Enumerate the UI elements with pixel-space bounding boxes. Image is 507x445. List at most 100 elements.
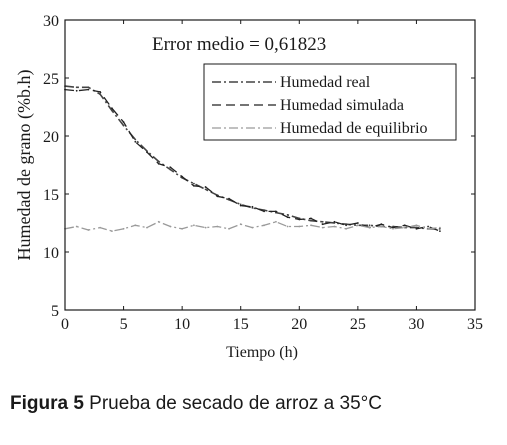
data-point [275, 210, 277, 213]
data-point [99, 91, 101, 93]
x-tick-label: 25 [350, 316, 366, 333]
data-point [263, 210, 265, 213]
data-point [286, 225, 289, 228]
legend-box [203, 63, 457, 141]
data-point [345, 224, 347, 227]
data-point [427, 225, 429, 228]
data-point [228, 227, 230, 230]
data-point [87, 88, 90, 91]
series-line [64, 88, 441, 232]
legend: Humedad real Humedad simulada Humedad de e… [203, 63, 457, 141]
data-point [275, 220, 277, 223]
data-point [181, 227, 184, 230]
data-point [204, 226, 207, 229]
series-line [64, 221, 440, 232]
data-point [134, 224, 137, 227]
data-point [357, 224, 359, 227]
x-tick-label: 20 [291, 316, 307, 333]
data-point [146, 226, 148, 229]
data-point [427, 227, 429, 230]
figure-caption: Figura 5 Prueba de secado de arroz a 35°… [10, 393, 382, 415]
data-point [169, 166, 172, 169]
data-point [368, 226, 371, 229]
series-3 [64, 220, 441, 233]
caption-label: Figura 5 [10, 393, 84, 414]
data-point [181, 175, 184, 178]
data-point [298, 218, 301, 221]
x-tick-label: 5 [120, 316, 128, 333]
data-point [157, 162, 160, 165]
data-point [286, 214, 289, 216]
data-point [146, 151, 148, 154]
y-tick-label: 25 [43, 71, 59, 88]
data-point [380, 223, 383, 226]
series-2 [64, 88, 441, 233]
data-point [368, 224, 371, 227]
data-point [403, 224, 406, 227]
y-tick-label: 5 [51, 303, 59, 320]
data-point [310, 219, 312, 222]
x-tick-label: 10 [174, 316, 190, 333]
data-point [122, 227, 125, 230]
data-point [193, 185, 195, 187]
data-point [134, 138, 137, 141]
data-point [321, 223, 324, 226]
data-point [134, 140, 137, 143]
data-point [75, 86, 78, 89]
data-point [111, 230, 113, 233]
plot-frame [64, 19, 476, 311]
data-point [321, 226, 324, 229]
data-point [333, 225, 336, 228]
y-tick-label: 20 [43, 129, 59, 146]
data-point [403, 226, 406, 229]
data-point [157, 220, 160, 223]
x-tick-label: 30 [408, 316, 424, 333]
data-point [239, 223, 242, 226]
legend-label: Humedad de equilibrio [280, 120, 428, 137]
data-point [298, 225, 301, 228]
data-point [392, 227, 394, 230]
data-point [193, 182, 195, 185]
data-point [321, 220, 324, 223]
data-point [439, 230, 441, 233]
data-point [357, 222, 359, 224]
error-annotation: Error medio = 0,61823 [152, 34, 326, 55]
y-tick-label: 10 [43, 245, 59, 262]
data-point [87, 229, 90, 231]
data-point [439, 226, 441, 229]
data-point [75, 225, 78, 228]
data-point [251, 205, 254, 208]
caption-text: Prueba de secado de arroz a 35°C [83, 393, 382, 414]
data-point [99, 93, 101, 96]
data-point [87, 86, 90, 89]
data-point [122, 121, 125, 123]
y-tick-label: 30 [43, 13, 59, 30]
data-point [122, 124, 125, 127]
data-point [333, 220, 336, 223]
data-point [204, 188, 207, 191]
data-point [310, 217, 312, 220]
data-point [216, 225, 219, 228]
series-layer [64, 85, 441, 233]
data-point [286, 216, 289, 219]
y-axis-label: Humedad de grano (%b.h) [14, 70, 35, 261]
data-point [239, 204, 242, 207]
data-point [111, 109, 113, 112]
legend-label: Humedad real [280, 74, 371, 91]
data-point [251, 226, 254, 229]
series-line [64, 85, 440, 230]
x-tick-label: 15 [233, 316, 249, 333]
x-axis-label: Tiempo (h) [226, 344, 298, 361]
data-point [157, 160, 160, 163]
data-point [345, 227, 347, 230]
data-point [310, 224, 312, 227]
data-point [263, 224, 265, 227]
data-point [99, 226, 101, 229]
data-point [193, 224, 195, 227]
data-point [111, 107, 113, 110]
data-point [169, 225, 172, 228]
x-tick-label: 0 [61, 316, 69, 333]
data-point [380, 225, 383, 228]
